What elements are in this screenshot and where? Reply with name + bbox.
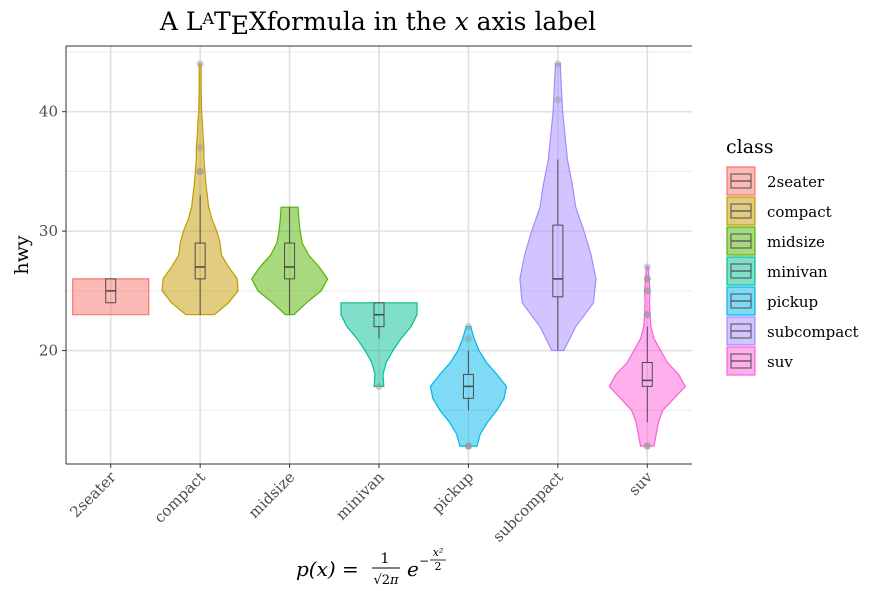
x-tick-labels: 2seater compact midsize minivan pickup subcom… — [66, 464, 656, 546]
outlier-point — [643, 275, 651, 283]
violin-minivan — [340, 302, 418, 390]
title-latex-x: Xformula in the — [249, 7, 455, 36]
outlier-point — [196, 167, 204, 175]
violin-2seater — [72, 278, 150, 316]
y-tick-label: 40 — [39, 103, 58, 121]
x-tick-label: 2seater — [66, 468, 120, 522]
y-tick-label: 20 — [39, 342, 58, 360]
legend-item-midsize: midsize — [726, 226, 825, 256]
outlier-point — [643, 311, 651, 319]
outlier-point — [196, 60, 204, 68]
violin-shape — [250, 206, 329, 316]
title-latex-e: E — [231, 11, 249, 40]
legend-label: subcompact — [767, 323, 859, 341]
plot-panel — [65, 45, 692, 465]
outlier-point — [643, 442, 651, 450]
violin-midsize — [250, 206, 329, 316]
outlier-point — [196, 143, 204, 152]
outlier-point — [554, 60, 562, 68]
violin-suv — [608, 263, 687, 450]
chart-title: A LATEXformula in the x axis label — [159, 7, 596, 40]
box-iqr — [194, 242, 206, 280]
outlier-point — [196, 167, 204, 175]
y-axis-title: hwy — [11, 235, 33, 275]
legend-title: class — [726, 136, 774, 158]
formula-exp-denominator: 2 — [435, 560, 442, 573]
box-iqr — [641, 361, 653, 387]
outlier-point — [375, 382, 383, 390]
outlier-point — [643, 442, 651, 450]
legend-item-pickup: pickup — [726, 286, 818, 316]
box-iqr — [552, 224, 564, 298]
y-tick-label: 30 — [39, 222, 58, 240]
x-tick-label: subcompact — [489, 468, 566, 545]
legend-item-subcompact: subcompact — [726, 316, 859, 346]
outlier-point — [643, 263, 651, 271]
formula-numerator: 1 — [381, 551, 390, 567]
violin-pickup — [429, 323, 508, 450]
y-tick-labels: 20 30 40 — [39, 103, 66, 360]
outlier-point — [554, 96, 562, 104]
x-tick-label: suv — [625, 468, 656, 499]
title-suffix: axis label — [469, 7, 596, 36]
outlier-point — [464, 335, 473, 343]
outlier-point — [464, 442, 473, 450]
legend-item-compact: compact — [726, 196, 832, 226]
legend-label: compact — [767, 203, 832, 221]
x-tick-label: pickup — [428, 468, 477, 517]
outlier-point — [643, 311, 651, 319]
x-tick-label: compact — [151, 468, 209, 526]
x-axis-formula: p(x) = 1 √2π e − x² 2 — [296, 546, 446, 588]
outlier-point — [643, 287, 651, 295]
violin-compact — [161, 60, 239, 316]
box-iqr — [284, 242, 296, 280]
legend: class 2seater compact midsize minivan pickup… — [726, 136, 859, 376]
x-tick-label: midsize — [245, 468, 299, 522]
legend-label: suv — [767, 353, 793, 371]
formula-exp-numerator: x² — [433, 546, 444, 559]
outlier-point — [464, 442, 473, 450]
x-tick-label: minivan — [332, 468, 388, 524]
legend-label: midsize — [767, 233, 825, 251]
formula-denominator: √2π — [373, 573, 399, 588]
legend-item-suv: suv — [726, 346, 793, 376]
violin-shape — [340, 302, 418, 387]
outlier-point — [643, 287, 651, 295]
violin-subcompact — [519, 60, 597, 352]
outlier-point — [464, 442, 473, 450]
outlier-point — [464, 323, 473, 331]
legend-label: minivan — [767, 263, 828, 281]
outlier-point — [643, 275, 651, 283]
violin-shape — [72, 278, 150, 316]
title-latex-a: A — [201, 9, 214, 28]
violin-shape — [161, 63, 239, 316]
title-latex-t: T — [214, 7, 231, 36]
formula-exp-base: e — [407, 557, 419, 581]
legend-item-2seater: 2seater — [726, 166, 825, 196]
legend-label: 2seater — [767, 173, 825, 191]
formula-lhs: p(x) = — [296, 557, 359, 581]
legend-label: pickup — [767, 293, 818, 311]
title-x-var: x — [455, 7, 469, 36]
formula-exp-sign: − — [419, 554, 429, 568]
legend-item-minivan: minivan — [726, 256, 828, 286]
title-prefix: A L — [159, 7, 203, 36]
